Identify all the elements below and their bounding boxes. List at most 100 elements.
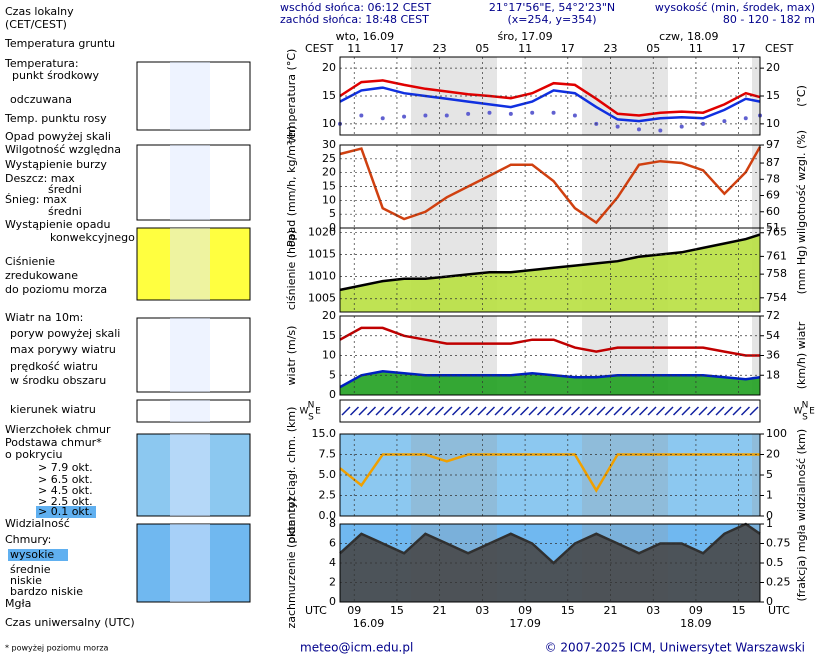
legend-text: punkt środkowy (12, 69, 100, 82)
compass-label: N (308, 401, 315, 411)
wind-arrow (655, 406, 666, 416)
wind-arrow (545, 406, 555, 416)
y2-tick-label: 0.5 (766, 556, 784, 569)
day-label: 18.09 (680, 617, 712, 630)
y2-tick-label: 87 (766, 156, 780, 169)
y-tick-label: 0.0 (319, 509, 337, 522)
wind-arrow (681, 406, 691, 416)
wind-arrow (519, 406, 530, 416)
y2-tick-label: 761 (766, 249, 787, 262)
legend-text: Temperatura gruntu (4, 37, 115, 50)
legend-text: Wystąpienie burzy (5, 158, 107, 171)
utc-tick-label: 21 (604, 604, 618, 617)
footer-email: meteo@icm.edu.pl (300, 641, 413, 655)
compass-label: S (308, 413, 314, 423)
compass-label: E (315, 407, 321, 417)
wind-arrow (485, 406, 496, 416)
panel-frame (339, 433, 761, 517)
night-shade (411, 434, 497, 516)
utc-tick-label: 15 (561, 604, 575, 617)
panel-frame (339, 523, 761, 603)
wind-arrow (621, 406, 632, 416)
compass-label: E (809, 407, 815, 417)
data-dot (572, 113, 577, 118)
y2-axis-label: (frakcja) mgła (795, 525, 808, 602)
wind-arrow (749, 406, 759, 416)
wind-arrow (426, 406, 436, 416)
panel-frame (339, 56, 761, 136)
wind-arrow (434, 406, 445, 416)
legend-text: w środku obszaru (10, 374, 106, 387)
mini-daylight (170, 400, 210, 422)
legend-text: Wiatr na 10m: (5, 311, 83, 324)
y-tick-label: 30 (322, 138, 336, 151)
y-tick-label: 10 (322, 349, 336, 362)
legend-bg (36, 506, 96, 518)
compass-label: N (802, 401, 809, 411)
legend-text: Opad powyżej skali (5, 130, 111, 143)
y-tick-label: 7.5 (319, 448, 337, 461)
y-tick-label: 1010 (308, 270, 336, 283)
data-area (340, 234, 760, 312)
y-axis-label: wiatr (m/s) (285, 326, 298, 386)
y2-tick-label: 0.25 (766, 576, 791, 589)
wind-arrow (468, 406, 479, 416)
y-tick-label: 20 (322, 61, 336, 74)
data-dot (701, 121, 706, 126)
data-dot (487, 110, 492, 115)
wind-arrow (477, 406, 487, 416)
y-tick-label: 0 (329, 388, 336, 401)
data-dot (359, 113, 364, 118)
wind-arrow (392, 406, 402, 416)
legend-text: Podstawa chmur* (5, 436, 102, 449)
y-tick-label: 15 (322, 329, 336, 342)
wind-arrow (664, 406, 674, 416)
legend-text: konwekcyjnego (50, 231, 135, 244)
legend-text: (CET/CEST) (5, 18, 67, 31)
cest-tick-label: 05 (475, 42, 489, 55)
y2-tick-label: 1 (766, 489, 773, 502)
y-axis-label: pion. rozciągł. chm. (km) (285, 407, 298, 544)
legend-text: Mgła (5, 597, 31, 610)
data-dot (722, 119, 727, 124)
legend-text: prędkość wiatru (10, 360, 98, 373)
cest-label: CEST (305, 42, 334, 55)
legend-text: o pokryciu (5, 448, 62, 461)
y2-axis-label: widzialność (km) (795, 429, 808, 521)
legend-text: > 7.9 okt. (38, 461, 93, 474)
y-tick-label: 20 (322, 166, 336, 179)
cest-tick-label: 23 (604, 42, 618, 55)
legend-text: Deszcz: max (5, 172, 75, 185)
wind-arrow (409, 406, 419, 416)
y-tick-label: 5 (329, 207, 336, 220)
legend-text: Temperatura: (4, 57, 79, 70)
mini-daylight (170, 524, 210, 602)
y-tick-label: 4 (329, 556, 336, 569)
y2-tick-label: 20 (766, 61, 780, 74)
y-tick-label: 0 (329, 221, 336, 234)
wind-arrow (358, 406, 368, 416)
wind-arrow (570, 406, 581, 416)
utc-tick-label: 15 (390, 604, 404, 617)
y-tick-label: 10 (322, 117, 336, 130)
wind-arrow (528, 406, 538, 416)
sunrise: wschód słońca: 06:12 CEST (280, 1, 431, 14)
wind-arrow (587, 406, 598, 416)
legend-text: bardzo niskie (10, 585, 83, 598)
y-tick-label: 1005 (308, 292, 336, 305)
utc-tick-label: 03 (475, 604, 489, 617)
mini-daylight (170, 62, 210, 130)
utc-tick-label: 15 (732, 604, 746, 617)
mini-daylight (170, 145, 210, 220)
y-tick-label: 15 (322, 180, 336, 193)
y-axis-label: opad (mm/h, kg/m²/h) (285, 126, 298, 247)
legend-text: max porywy wiatru (10, 343, 116, 356)
y2-tick-label: 18 (766, 368, 780, 381)
legend-text: Widzialność (5, 517, 70, 530)
wind-arrow (460, 406, 470, 416)
data-dot (551, 110, 556, 115)
wind-arrow (613, 406, 623, 416)
cest-tick-label: 11 (347, 42, 361, 55)
wind-arrow (740, 406, 751, 416)
y-tick-label: 8 (329, 517, 336, 530)
